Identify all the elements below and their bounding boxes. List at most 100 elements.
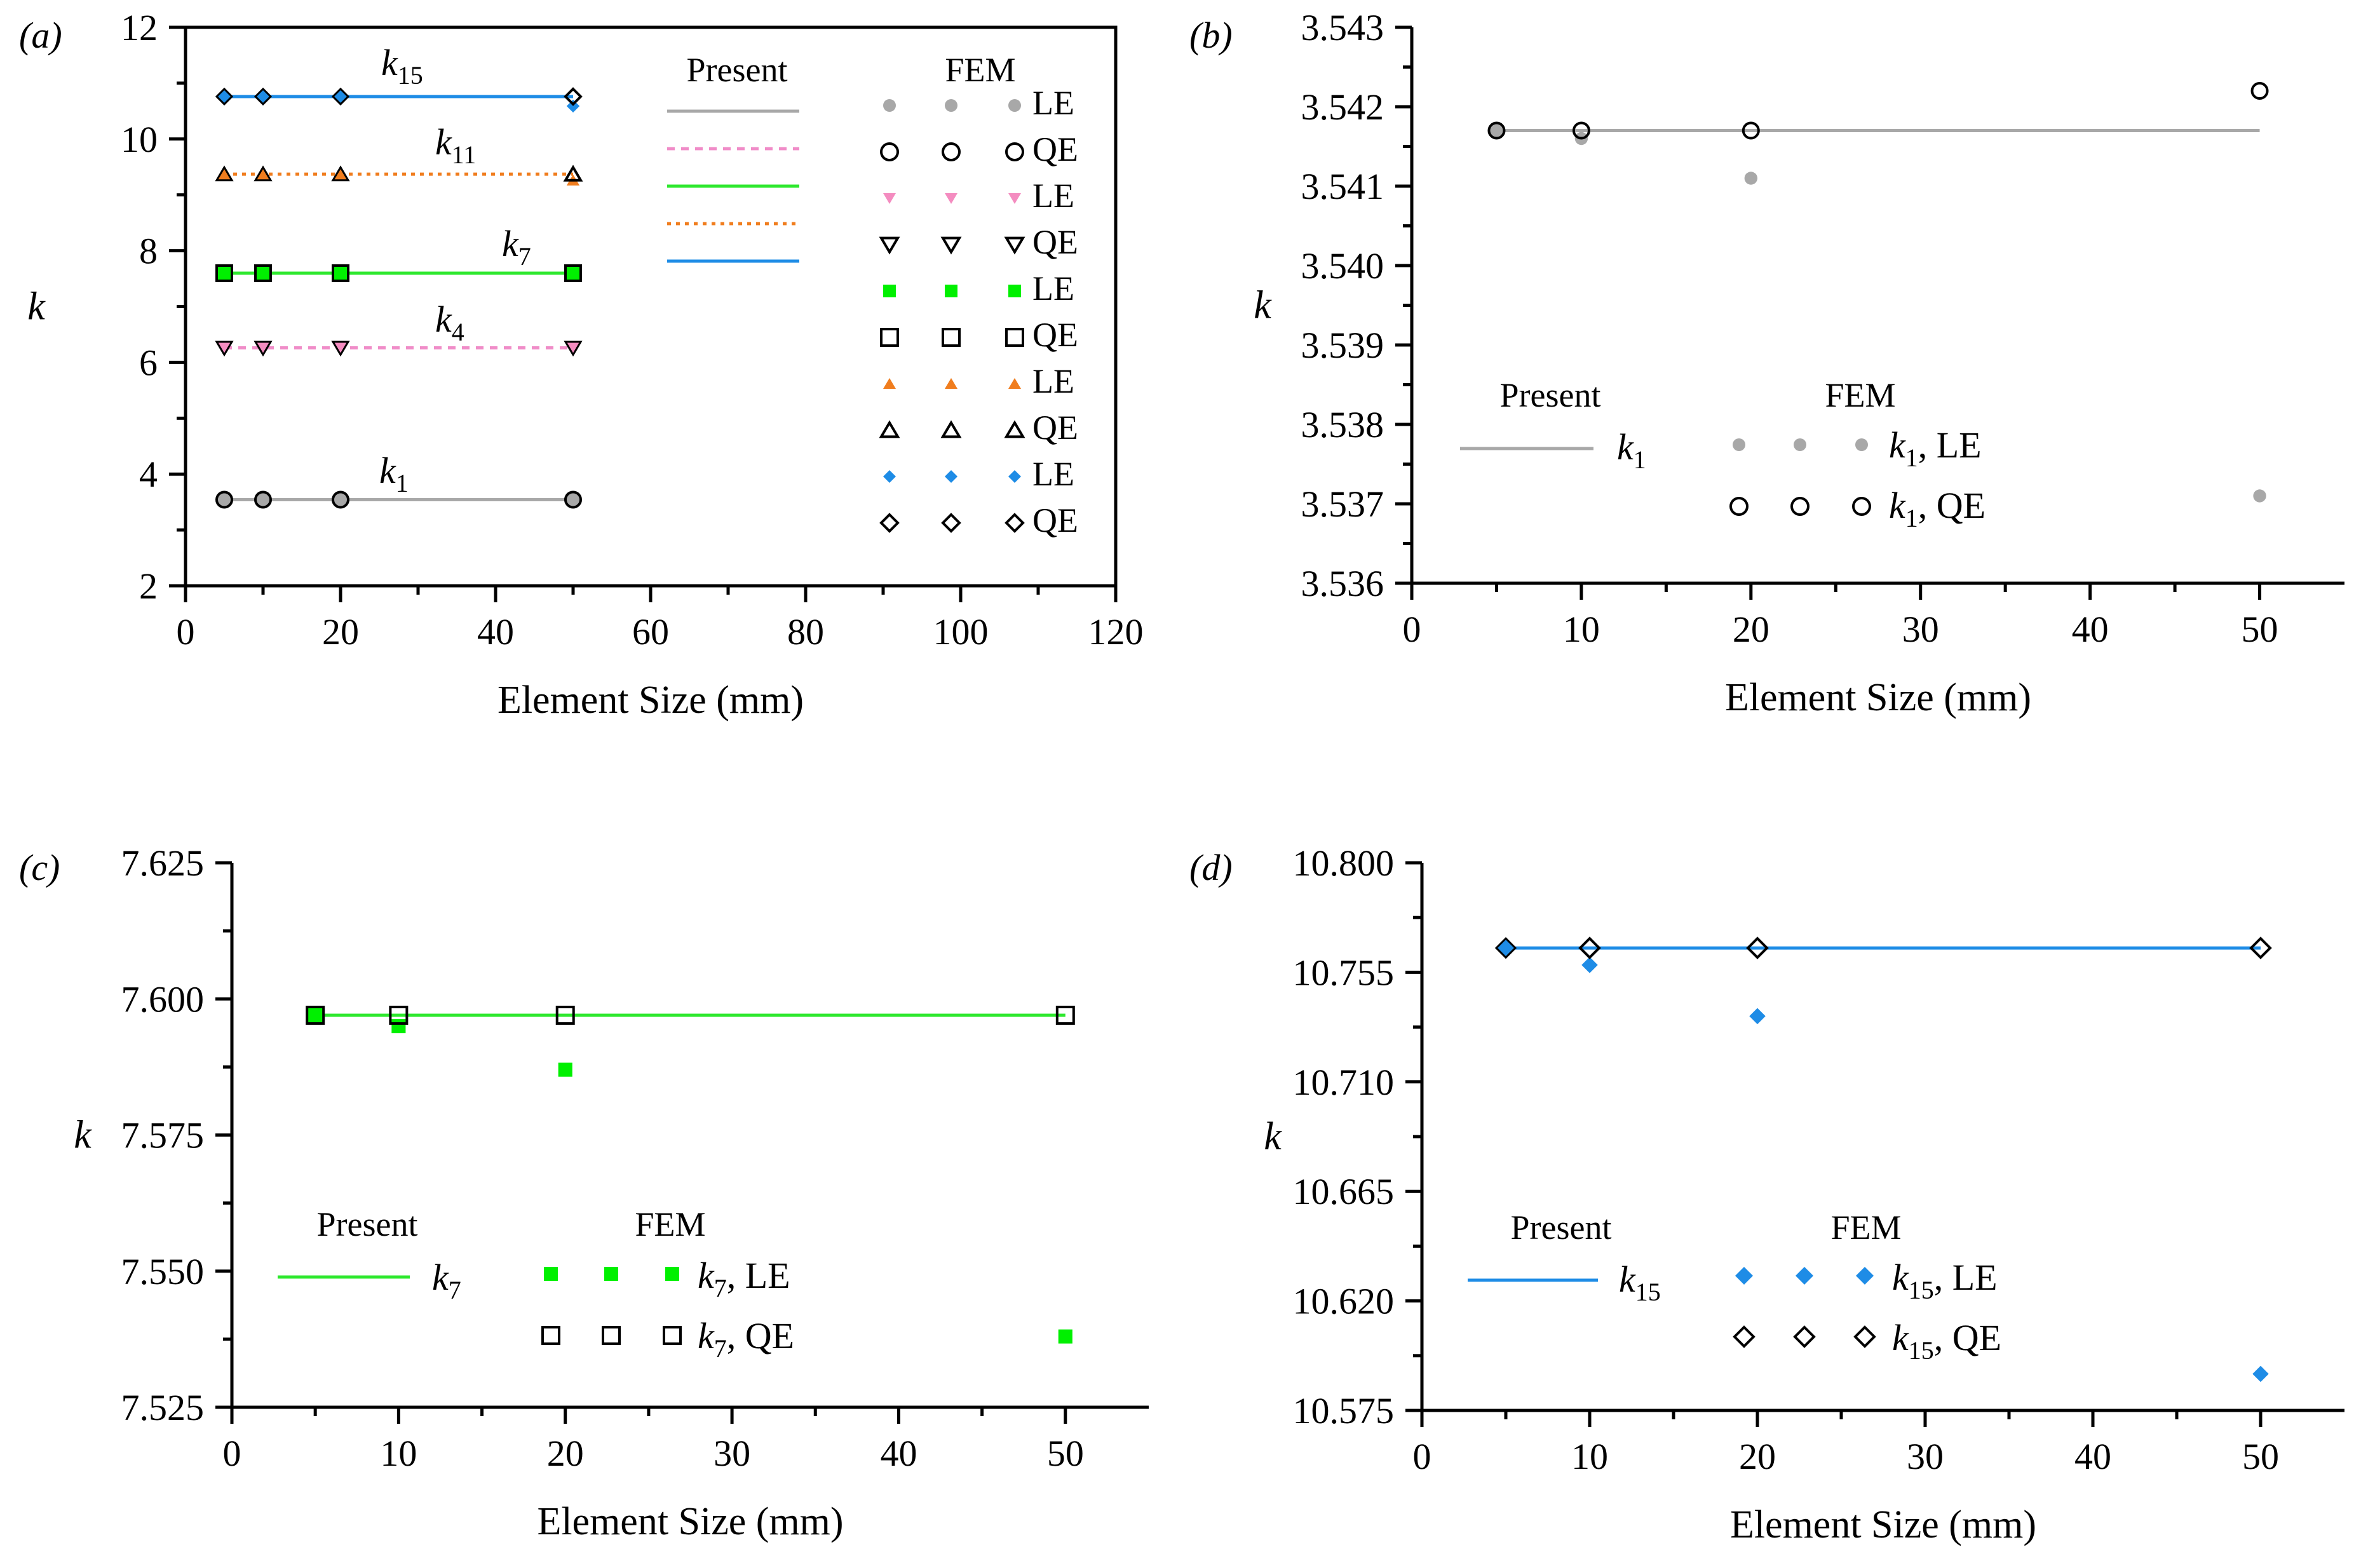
- legend-marker-k15-le: [1796, 1267, 1813, 1285]
- fem-point-k4: [215, 341, 234, 357]
- fem-le-point-k7: [391, 1019, 406, 1034]
- y-tick-label: 10.710: [1293, 1062, 1395, 1103]
- panel-c-plot: 0 10 20 30 40 50 7.525 7.550 7.575 7.600 7.625 Elem…: [74, 842, 1149, 1543]
- legend-marker-k1-qe: [1005, 142, 1024, 161]
- panel-tag-d: (d): [1189, 847, 1233, 888]
- legend-label-qe: k1, QE: [1889, 485, 1986, 532]
- legend-marker-k15-le: [883, 470, 896, 483]
- x-tick-label: 20: [1739, 1436, 1776, 1477]
- legend-marker-k7-qe: [942, 328, 961, 347]
- fem-qe-point-k1: [1742, 121, 1760, 140]
- y-tick-label: 3.540: [1301, 245, 1384, 287]
- fem-le-point-k1: [1744, 172, 1758, 185]
- legend-present-title: Present: [1500, 376, 1601, 414]
- curve-label-k1: k1: [379, 450, 409, 497]
- fem-point-k15: [215, 87, 234, 106]
- x-tick-label: 20: [322, 611, 359, 652]
- legend-marker-k15-qe: [1733, 1325, 1756, 1348]
- fem-qe-point-k15: [1578, 936, 1601, 959]
- fem-point-k7: [306, 1005, 325, 1025]
- fem-point-k1: [254, 490, 272, 509]
- x-tick-label: 50: [2242, 1436, 2279, 1477]
- legend-marker-k7-le: [945, 285, 957, 297]
- legend-marker-k1-qe: [880, 142, 899, 161]
- fem-le-point-k15: [566, 99, 580, 113]
- legend-marker-k11-qe: [879, 420, 900, 438]
- panel-b-plot: 0 10 20 30 40 50 3.536 3.537 3.538 3.539 3.540 3.54…: [1254, 7, 2344, 719]
- legend-label-le: k7, LE: [698, 1255, 790, 1302]
- legend-marker-k15-qe: [941, 513, 961, 533]
- y-tick-label: 10.620: [1293, 1281, 1395, 1322]
- legend-fem-title: FEM: [945, 51, 1015, 89]
- panel-tag-b: (b): [1189, 15, 1233, 56]
- y-axis-title: k: [74, 1114, 92, 1157]
- legend-marker-k7-le: [604, 1267, 618, 1281]
- x-tick-label: 100: [933, 611, 989, 652]
- x-tick-label: 40: [2074, 1436, 2111, 1477]
- legend-marker-k15-qe: [1793, 1325, 1816, 1348]
- legend-present-title: Present: [317, 1205, 418, 1243]
- y-tick-label: 7.575: [121, 1115, 205, 1156]
- legend-marker-k15-qe: [1853, 1325, 1876, 1348]
- x-axis-title: Element Size (mm): [1725, 676, 2031, 719]
- legend-present-title: Present: [1511, 1208, 1612, 1247]
- legend-marker-k1-le: [1855, 438, 1868, 451]
- x-tick-label: 30: [714, 1433, 750, 1474]
- fem-le-point-k1: [2253, 489, 2266, 503]
- fem-point-k11: [215, 165, 234, 182]
- legend-marker-k7-qe: [880, 328, 899, 347]
- fem-point-k15: [1494, 936, 1517, 959]
- x-tick-label: 0: [1413, 1436, 1431, 1477]
- x-tick-label: 40: [477, 611, 514, 652]
- legend-marker-k4-qe: [879, 236, 900, 255]
- legend-marker-k11-qe: [1004, 420, 1025, 438]
- legend-marker-k4-le: [945, 193, 957, 204]
- legend-present-title: Present: [687, 51, 788, 89]
- x-tick-label: 30: [1907, 1436, 1944, 1477]
- y-tick-label: 3.541: [1301, 166, 1384, 207]
- fem-point-k11: [331, 165, 350, 182]
- fem-le-point-k7: [1058, 1329, 1072, 1344]
- y-tick-label: 7.600: [121, 978, 205, 1020]
- legend-marker-k4-qe: [940, 236, 962, 255]
- legend-marker-k15-le: [945, 470, 957, 483]
- legend-label-le: k1, LE: [1889, 424, 1982, 472]
- y-tick-label: 3.539: [1301, 325, 1384, 366]
- legend-label: QE: [1032, 223, 1078, 261]
- legend-marker-k15-le: [1008, 470, 1021, 483]
- legend-marker-k1-qe: [1790, 497, 1810, 516]
- fem-point-k7: [254, 264, 272, 283]
- legend-marker-k7-qe: [602, 1326, 621, 1345]
- legend-marker-k15-qe: [1005, 513, 1025, 533]
- fem-point-k4: [564, 341, 583, 357]
- legend-marker-k7-qe: [1005, 328, 1024, 347]
- fem-qe-point-k15: [1746, 936, 1769, 959]
- legend-label: QE: [1032, 501, 1078, 539]
- legend-marker-k15-qe: [879, 513, 900, 533]
- fem-qe-point-k11: [563, 165, 583, 182]
- legend-marker-k4-le: [1008, 193, 1021, 204]
- legend-marker-k7-le: [1008, 285, 1021, 297]
- legend-label-qe: k15, QE: [1892, 1317, 2001, 1365]
- x-tick-label: 10: [1563, 609, 1600, 650]
- legend-marker-k1-le: [1733, 438, 1745, 451]
- y-tick-label: 2: [139, 565, 158, 607]
- x-tick-label: 120: [1088, 611, 1144, 652]
- legend-label-present: k1: [1617, 426, 1646, 474]
- curve-label-k7: k7: [502, 223, 531, 271]
- x-tick-label: 0: [177, 611, 195, 652]
- y-tick-label: 12: [121, 7, 158, 48]
- legend-label: LE: [1032, 177, 1074, 215]
- fem-point-k4: [331, 341, 350, 357]
- fem-point-k7: [332, 264, 349, 283]
- legend-marker-k1-le: [1008, 99, 1021, 112]
- y-tick-label: 10.755: [1293, 952, 1395, 993]
- y-tick-label: 3.542: [1301, 86, 1384, 128]
- panel-a-plot: 0 20 40 60 80 100 120 2 4 6 8 10 12 Element Size (mm)…: [27, 7, 1143, 722]
- legend-marker-k7-qe: [541, 1326, 560, 1345]
- legend-marker-k15-le: [1735, 1267, 1753, 1285]
- fem-qe-point-k7: [389, 1005, 409, 1025]
- legend-marker-k7-le: [544, 1267, 558, 1281]
- legend-marker-k11-le: [1008, 378, 1021, 389]
